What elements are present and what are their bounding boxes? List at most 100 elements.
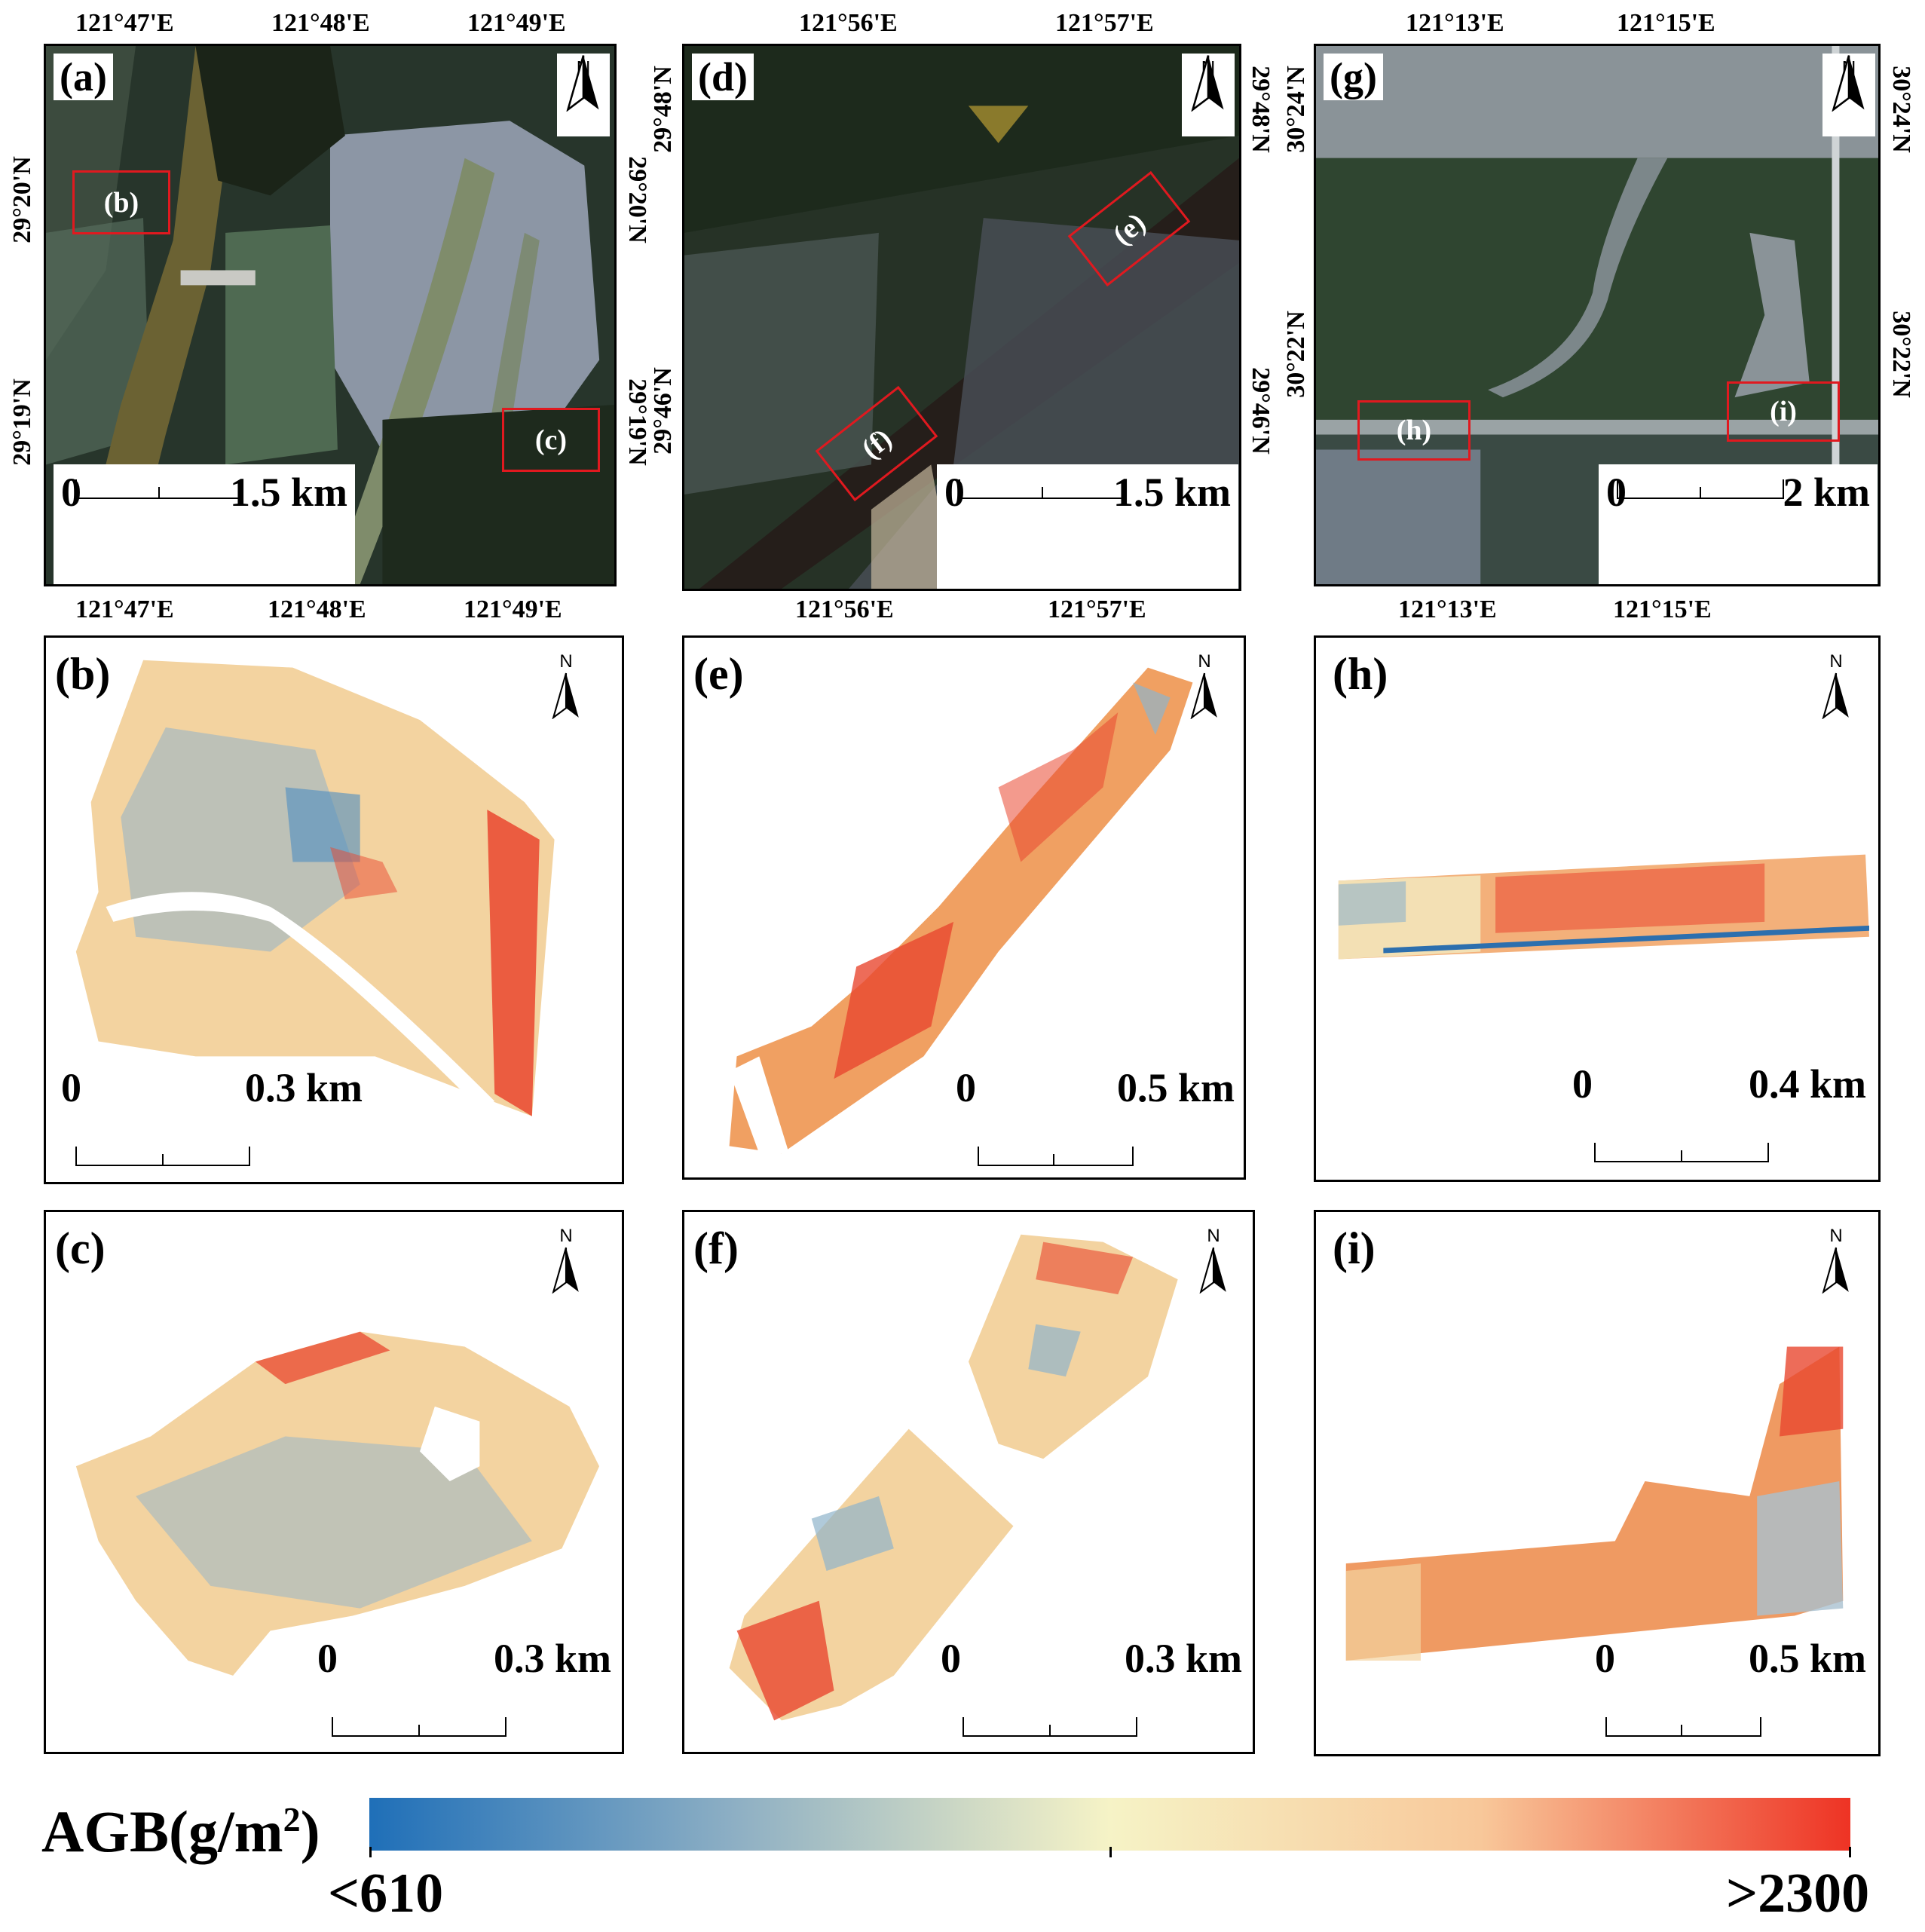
scale-ticks [75, 479, 243, 499]
panel-g-right-tick-1: 30°24'N [1887, 66, 1915, 153]
scale-ticks [1594, 1143, 1769, 1162]
north-arrow-shape-icon [1199, 1247, 1226, 1294]
panel-d-north-arrow-icon: N [1182, 54, 1235, 136]
panel-b-scale-bar: 0 0.3 km [54, 1060, 370, 1182]
panel-c-scale-bar: 0 0.3 km [310, 1630, 619, 1752]
inset-box-h-label: (h) [1396, 415, 1432, 446]
panel-a-right-tick-1: 29°20'N [623, 156, 651, 243]
panel-e-agb-surface [729, 667, 1193, 1154]
panel-h-scale-bar: 0 0.4 km [1565, 1056, 1874, 1180]
north-arrow-shape-icon [1822, 1247, 1849, 1294]
legend-min-label: <610 [328, 1863, 444, 1924]
panel-a-bottom-tick-1: 121°47'E [75, 596, 174, 623]
panel-f-label: (f) [693, 1223, 739, 1273]
legend-tick-mid [1109, 1847, 1112, 1857]
panel-d-left-tick-2: 29°46'N [649, 367, 677, 455]
scale-ticks [1605, 1717, 1761, 1737]
panel-d-top-tick-2: 121°57'E [1055, 9, 1154, 37]
panel-b-agb-surface [75, 660, 555, 1116]
panel-f-agb-map: (f) N 0 0.3 km [682, 1210, 1255, 1754]
panel-g-left-tick-1: 30°24'N [1282, 66, 1310, 153]
panel-h-agb-map: (h) N 0 0.4 km [1314, 635, 1881, 1182]
panel-c-agb-surface [75, 1331, 600, 1676]
panel-g-label: (g) [1324, 54, 1383, 100]
panel-i-scale-bar: 0 0.5 km [1587, 1630, 1874, 1754]
panel-b-scale-distance: 0.3 km [244, 1065, 363, 1110]
panel-h-north-letter: N [1829, 651, 1843, 672]
legend-tick-min [369, 1847, 372, 1857]
panel-d-satellite-map: (d) N (e) (f) 0 1.5 km [682, 44, 1241, 591]
panel-c-label: (c) [55, 1223, 106, 1273]
north-arrow-shape-icon [552, 1247, 579, 1294]
panel-c-north-letter: N [559, 1226, 573, 1246]
panel-d-scale-bar: 0 1.5 km [937, 464, 1238, 589]
panel-b-agb-map: (b) N 0 0.3 km [44, 635, 624, 1184]
panel-d-scale-zero: 0 [944, 470, 965, 515]
inset-box-b-label: (b) [103, 186, 139, 219]
panel-a-satellite-map: (a) N (b) (c) 0 1.5 km [44, 44, 617, 586]
panel-g-inset-box-i[interactable]: (i) [1727, 381, 1840, 442]
panel-h-scale-distance: 0.4 km [1748, 1061, 1866, 1107]
panel-i-scale-distance: 0.5 km [1748, 1636, 1866, 1681]
legend-title-close: ) [300, 1799, 320, 1864]
panel-g-inset-box-h[interactable]: (h) [1357, 400, 1471, 461]
panel-e-scale-distance: 0.5 km [1116, 1065, 1235, 1110]
panel-g-bottom-tick-1: 121°13'E [1398, 596, 1497, 623]
panel-e-north-letter: N [1198, 651, 1211, 672]
panel-d-right-tick-1: 29°48'N [1247, 66, 1275, 153]
panel-b-north-arrow-icon: N [543, 651, 589, 719]
panel-i-north-letter: N [1829, 1226, 1843, 1246]
panel-e-agb-map: (e) N 0 0.5 km [682, 635, 1246, 1180]
panel-i-north-arrow-icon: N [1813, 1226, 1859, 1294]
panel-a-top-tick-3: 121°49'E [467, 9, 566, 37]
panel-a-top-tick-1: 121°47'E [75, 9, 174, 37]
scale-ticks [75, 1147, 250, 1166]
panel-g-north-arrow-icon: N [1822, 54, 1875, 136]
scale-ticks [962, 1717, 1137, 1737]
panel-b-label: (b) [55, 649, 111, 699]
panel-h-north-arrow-icon: N [1813, 651, 1859, 719]
panel-d-bottom-tick-1: 121°56'E [795, 596, 894, 623]
panel-a-bottom-tick-2: 121°48'E [268, 596, 366, 623]
panel-i-scale-zero: 0 [1595, 1636, 1615, 1681]
legend-max-label: >2300 [1726, 1863, 1870, 1924]
north-arrow-shape-icon [1191, 55, 1224, 112]
panel-e-scale-zero: 0 [956, 1065, 976, 1110]
panel-a-inset-box-b[interactable]: (b) [72, 170, 170, 234]
panel-f-north-arrow-icon: N [1191, 1226, 1236, 1294]
scale-ticks [978, 1147, 1134, 1166]
scale-ticks [332, 1717, 506, 1737]
panel-h-label: (h) [1333, 649, 1388, 699]
north-arrow-shape-icon [566, 55, 599, 112]
panel-e-north-arrow-icon: N [1182, 651, 1227, 719]
panel-c-scale-distance: 0.3 km [493, 1636, 611, 1681]
panel-a-scale-distance: 1.5 km [229, 470, 347, 515]
legend-title: AGB(g/m2) [41, 1798, 320, 1866]
panel-c-scale-zero: 0 [317, 1636, 338, 1681]
panel-a-inset-box-c[interactable]: (c) [502, 408, 600, 472]
panel-d-scale-distance: 1.5 km [1112, 470, 1231, 515]
legend-title-superscript: 2 [283, 1800, 301, 1839]
panel-a-left-tick-1: 29°20'N [8, 156, 36, 243]
panel-e-label: (e) [693, 649, 744, 699]
panel-a-label: (a) [54, 54, 113, 100]
panel-g-scale-bar: 0 2 km [1599, 464, 1878, 584]
panel-f-scale-bar: 0 0.3 km [933, 1630, 1250, 1752]
panel-g-scale-distance: 2 km [1783, 470, 1870, 515]
panel-f-north-letter: N [1207, 1226, 1220, 1246]
panel-h-agb-surface [1338, 854, 1869, 960]
panel-d-label: (d) [692, 54, 754, 100]
panel-i-agb-map: (i) N 0 0.5 km [1314, 1210, 1881, 1756]
panel-b-scale-zero: 0 [61, 1065, 81, 1110]
panel-a-bottom-tick-3: 121°49'E [464, 596, 562, 623]
panel-d-bottom-tick-2: 121°57'E [1048, 596, 1146, 623]
panel-a-right-tick-2: 29°19'N [623, 378, 651, 466]
panel-a-left-tick-2: 29°19'N [8, 378, 36, 466]
panel-e-scale-bar: 0 0.5 km [948, 1060, 1242, 1177]
panel-a-north-arrow-icon: N [557, 54, 610, 136]
panel-d-right-tick-2: 29°46'N [1247, 367, 1275, 455]
panel-a-imagery [46, 46, 614, 584]
panel-i-label: (i) [1333, 1223, 1376, 1273]
panel-d-top-tick-1: 121°56'E [799, 9, 898, 37]
panel-f-scale-zero: 0 [941, 1636, 961, 1681]
